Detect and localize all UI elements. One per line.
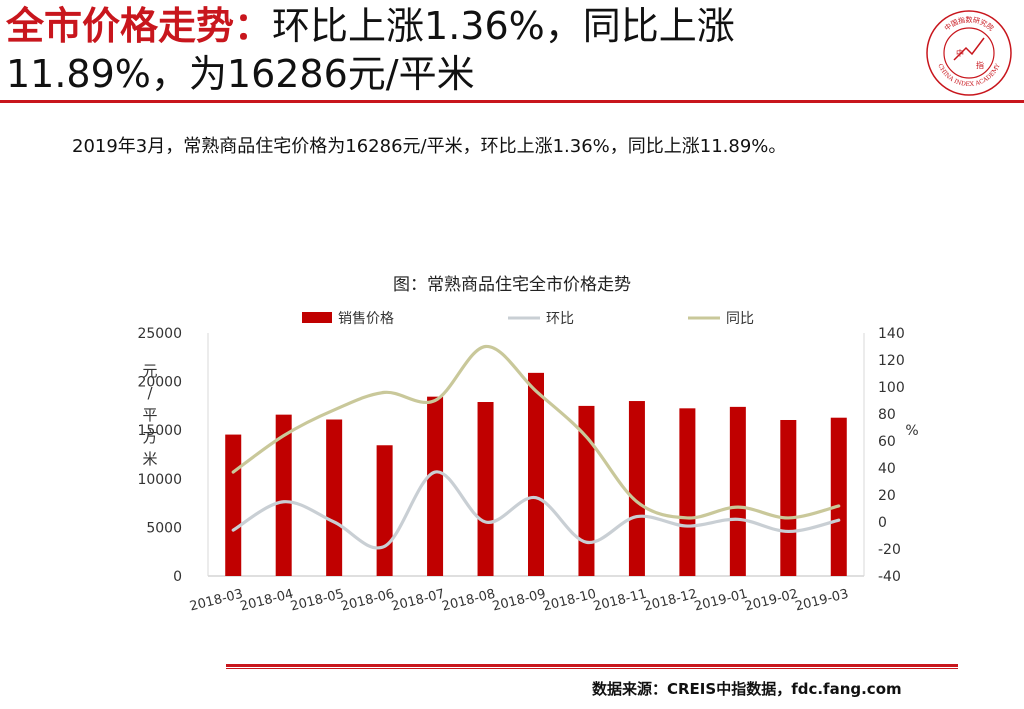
page-title-line2: 11.89%，为16286元/平米 <box>6 52 475 96</box>
right-tick-label: 0 <box>878 515 887 531</box>
mom-line <box>231 470 841 550</box>
right-tick-label: 40 <box>878 461 896 477</box>
right-tick-label: 20 <box>878 488 896 504</box>
right-tick-label: 80 <box>878 407 896 423</box>
chart-title: 图：常熟商品住宅全市价格走势 <box>393 275 631 295</box>
left-axis-label-char: 米 <box>142 450 157 468</box>
left-axis-label-char: 方 <box>142 428 157 446</box>
right-axis-label: % <box>905 423 918 439</box>
page-title: 全市价格走势：环比上涨1.36%，同比上涨 11.89%，为16286元/平米 <box>6 2 906 98</box>
left-tick-label: 20000 <box>137 375 182 391</box>
data-source: 数据来源：CREIS中指数据，fdc.fang.com <box>592 680 902 698</box>
x-tick-label: 2019-02 <box>743 587 799 615</box>
bar <box>376 445 393 576</box>
left-axis-label-char: / <box>147 384 153 402</box>
right-tick-label: 120 <box>878 353 905 369</box>
x-tick-label: 2019-03 <box>794 587 850 615</box>
yoy-line <box>231 344 841 520</box>
bar <box>578 405 595 576</box>
bar <box>780 419 797 576</box>
x-tick-label: 2018-05 <box>289 587 345 615</box>
x-tick-label: 2018-07 <box>390 587 446 615</box>
logo-inner-right: 指 <box>976 60 984 70</box>
bar <box>225 434 242 576</box>
bar <box>275 414 292 576</box>
bar <box>729 406 746 576</box>
x-tick-label: 2019-01 <box>693 587 749 615</box>
x-tick-label: 2018-11 <box>592 587 648 615</box>
x-tick-label: 2018-03 <box>188 587 244 615</box>
left-tick-label: 15000 <box>137 423 182 439</box>
left-tick-label: 0 <box>173 569 182 585</box>
legend-label-bar: 销售价格 <box>338 311 394 327</box>
left-tick-label: 25000 <box>137 326 182 342</box>
bar <box>528 372 544 576</box>
right-tick-label: -40 <box>878 569 901 585</box>
footer-divider-thin <box>226 668 958 669</box>
page-title-highlight: 全市价格走势： <box>6 4 273 48</box>
bar <box>477 402 494 576</box>
left-tick-label: 5000 <box>146 520 182 536</box>
x-tick-label: 2018-08 <box>441 587 497 615</box>
right-tick-label: 60 <box>878 434 896 450</box>
right-tick-label: -20 <box>878 542 901 558</box>
bar <box>679 408 696 576</box>
x-tick-label: 2018-04 <box>239 587 295 615</box>
right-tick-label: 100 <box>878 380 905 396</box>
bar <box>326 419 343 576</box>
legend-label-yoy: 同比 <box>726 311 754 327</box>
x-tick-label: 2018-10 <box>541 587 597 615</box>
legend-label-mom: 环比 <box>546 311 574 327</box>
left-axis-label-char: 平 <box>142 406 157 424</box>
right-tick-label: 140 <box>878 326 905 342</box>
bar <box>830 417 847 576</box>
china-index-academy-logo: 中国指数研究院 CHINA INDEX ACADEMY 中 指 <box>926 10 1012 96</box>
legend-swatch-bar <box>302 312 332 323</box>
summary-text: 2019年3月，常熟商品住宅价格为16286元/平米，环比上涨1.36%，同比上… <box>72 136 787 157</box>
left-axis-label-char: 元 <box>142 362 157 380</box>
x-tick-label: 2018-12 <box>642 587 698 615</box>
left-tick-label: 10000 <box>137 472 182 488</box>
bar <box>427 396 444 576</box>
bar <box>628 401 645 576</box>
x-tick-label: 2018-09 <box>491 587 547 615</box>
page-title-line1: 环比上涨1.36%，同比上涨 <box>272 4 735 48</box>
logo-inner-left: 中 <box>956 48 964 58</box>
title-divider <box>0 100 1024 103</box>
footer-divider <box>226 664 958 667</box>
x-tick-label: 2018-06 <box>340 587 396 615</box>
